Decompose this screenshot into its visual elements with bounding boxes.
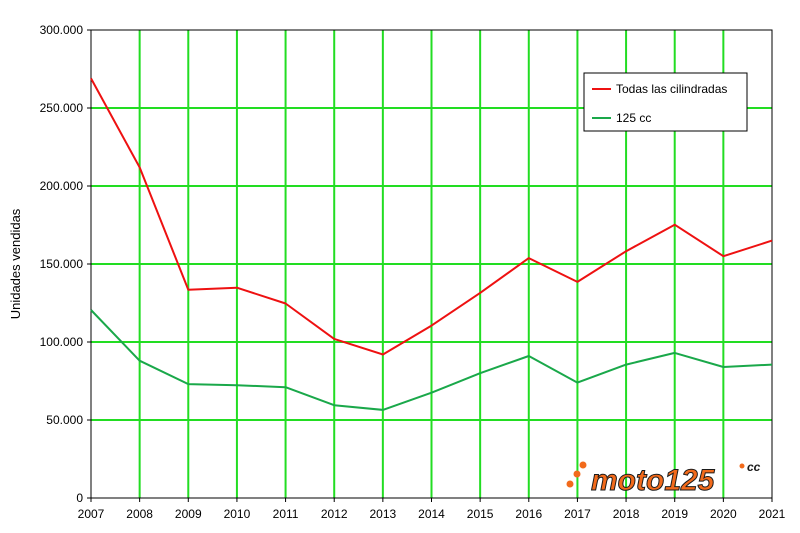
y-tick-label: 0 [76,491,83,505]
y-tick-label: 50.000 [46,413,83,427]
logo-dot [566,480,574,488]
logo-superscript: cc [747,460,761,474]
logo-wordmark: moto125 [591,464,716,497]
x-tick-label: 2013 [370,507,397,521]
x-tick-label: 2020 [710,507,737,521]
x-tick-label: 2007 [78,507,105,521]
logo-dot [573,470,581,478]
logo-dot [739,463,745,469]
x-tick-label: 2016 [515,507,542,521]
axis-ticks: 2007 2008 2009 2010 2011 2012 2013 2014 2015 2016… [40,23,786,521]
grid [91,30,772,498]
legend-label-series-2: 125 cc [616,111,651,125]
legend-label-series-1: Todas las cilindradas [616,82,727,96]
y-tick-label: 100.000 [40,335,84,349]
legend: Todas las cilindradas 125 cc [583,72,748,132]
x-tick-label: 2011 [273,507,299,521]
x-tick-label: 2017 [564,507,591,521]
series-line-1 [90,77,773,356]
y-tick-label: 200.000 [40,179,84,193]
x-tick-label: 2015 [467,507,494,521]
series-group [90,77,773,411]
y-tick-label: 250.000 [40,101,84,115]
x-tick-label: 2009 [175,507,202,521]
y-axis-label: Unidades vendidas [8,208,23,319]
x-tick-label: 2012 [321,507,348,521]
x-tick-label: 2018 [613,507,640,521]
x-tick-label: 2010 [224,507,251,521]
x-tick-label: 2014 [418,507,445,521]
x-tick-label: 2021 [759,507,786,521]
brand-logo: moto125 cc [566,460,761,498]
legend-box [583,72,748,132]
series-line-2 [90,309,773,411]
logo-dot [579,461,587,469]
x-tick-label: 2019 [661,507,688,521]
x-tick-label: 2008 [126,507,153,521]
y-tick-label: 150.000 [40,257,84,271]
y-tick-label: 300.000 [40,23,84,37]
